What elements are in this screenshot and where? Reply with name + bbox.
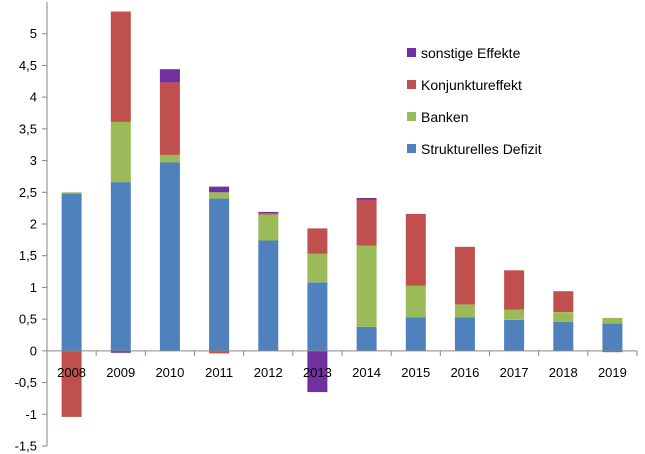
bar-konjunktureffekt-2012 <box>258 213 279 215</box>
y-tick-label: 4,5 <box>19 58 37 73</box>
bar-konjunktureffekt-2013 <box>307 228 328 254</box>
x-tick-label-2014: 2014 <box>352 365 381 380</box>
legend-swatch-konjunktureffekt <box>407 80 416 89</box>
y-tick-label: 1,5 <box>19 248 37 263</box>
bar-strukturelles-defizit-2017 <box>504 319 525 351</box>
x-tick-label-2015: 2015 <box>401 365 430 380</box>
bar-konjunktureffekt-2019 <box>602 350 623 353</box>
bar-banken-2019 <box>602 317 623 324</box>
x-tick-label-2018: 2018 <box>549 365 578 380</box>
bar-strukturelles-defizit-2019 <box>602 323 623 351</box>
bar-strukturelles-defizit-2011 <box>209 198 230 351</box>
bar-konjunktureffekt-2010 <box>159 82 180 155</box>
y-tick-label: 2 <box>30 217 37 232</box>
bar-banken-2016 <box>454 304 475 318</box>
bar-banken-2013 <box>307 253 328 283</box>
bar-banken-2014 <box>356 245 377 327</box>
bar-strukturelles-defizit-2009 <box>110 182 131 351</box>
bar-sonstige-effekte-2012 <box>258 211 279 214</box>
x-tick-label-2008: 2008 <box>57 365 86 380</box>
legend-swatch-sonstige-effekte <box>407 48 416 57</box>
bar-strukturelles-defizit-2018 <box>553 321 574 351</box>
bar-strukturelles-defizit-2013 <box>307 282 328 351</box>
legend-label-strukturelles-defizit: Strukturelles Defizit <box>421 141 542 157</box>
x-tick-label-2010: 2010 <box>155 365 184 380</box>
legend: sonstige Effekte Konjunktureffekt Banken St… <box>407 45 542 157</box>
y-tick-label: 0,5 <box>19 312 37 327</box>
legend-label-banken: Banken <box>421 109 468 125</box>
y-tick-label: 2,5 <box>19 185 37 200</box>
bar-konjunktureffekt-2014 <box>356 199 377 246</box>
y-tick-label: 3,5 <box>19 121 37 136</box>
y-tick-label: 5 <box>30 26 37 41</box>
legend-label-konjunktureffekt: Konjunktureffekt <box>421 77 522 93</box>
bar-strukturelles-defizit-2010 <box>159 162 180 351</box>
bar-sonstige-effekte-2014 <box>356 198 377 200</box>
bar-strukturelles-defizit-2012 <box>258 240 279 351</box>
bar-banken-2012 <box>258 214 279 241</box>
legend-swatch-strukturelles-defizit <box>407 144 416 153</box>
y-tick-label: 3 <box>30 153 37 168</box>
bar-konjunktureffekt-2015 <box>405 213 426 286</box>
bar-banken-2017 <box>504 309 525 320</box>
bar-konjunktureffekt-2009 <box>110 11 131 122</box>
bar-strukturelles-defizit-2014 <box>356 326 377 351</box>
legend-label-sonstige-effekte: sonstige Effekte <box>421 45 521 61</box>
bar-banken-2015 <box>405 285 426 318</box>
x-tick-label-2011: 2011 <box>205 365 233 380</box>
bars-layer <box>61 11 623 417</box>
bar-konjunktureffekt-2011 <box>209 350 230 354</box>
y-tick-label: 4 <box>30 90 37 105</box>
bar-banken-2018 <box>553 312 574 322</box>
bar-strukturelles-defizit-2016 <box>454 317 475 351</box>
x-tick-label-2013: 2013 <box>303 365 332 380</box>
bar-strukturelles-defizit-2015 <box>405 317 426 351</box>
bar-konjunktureffekt-2008 <box>61 350 82 417</box>
bar-konjunktureffekt-2017 <box>504 270 525 310</box>
bar-banken-2011 <box>209 192 230 199</box>
bar-konjunktureffekt-2018 <box>553 291 574 313</box>
y-tick-label: -1,5 <box>15 439 37 454</box>
bar-sonstige-effekte-2011 <box>209 186 230 193</box>
bar-banken-2010 <box>159 154 180 163</box>
y-tick-label: 0 <box>30 343 37 358</box>
x-tick-label-2017: 2017 <box>500 365 529 380</box>
x-tick-label-2012: 2012 <box>254 365 283 380</box>
x-tick-label-2009: 2009 <box>106 365 135 380</box>
bar-sonstige-effekte-2010 <box>159 69 180 83</box>
y-tick-label: 1 <box>30 280 37 295</box>
bar-strukturelles-defizit-2008 <box>61 193 82 351</box>
axes-layer: 5 4,5 4 3,5 3 2,5 2 1,5 1 0,5 0 -0,5 -1 -1,5 2008 2009 2… <box>15 2 638 454</box>
bar-sonstige-effekte-2013 <box>307 350 328 393</box>
x-tick-label-2016: 2016 <box>450 365 479 380</box>
bar-banken-2009 <box>110 121 131 183</box>
y-tick-label: -0,5 <box>15 375 37 390</box>
legend-swatch-banken <box>407 112 416 121</box>
x-tick-label-2019: 2019 <box>598 365 627 380</box>
bar-sonstige-effekte-2009 <box>110 350 131 353</box>
y-tick-label: -1 <box>25 407 37 422</box>
bar-banken-2008 <box>61 192 82 194</box>
bar-konjunktureffekt-2016 <box>454 246 475 305</box>
